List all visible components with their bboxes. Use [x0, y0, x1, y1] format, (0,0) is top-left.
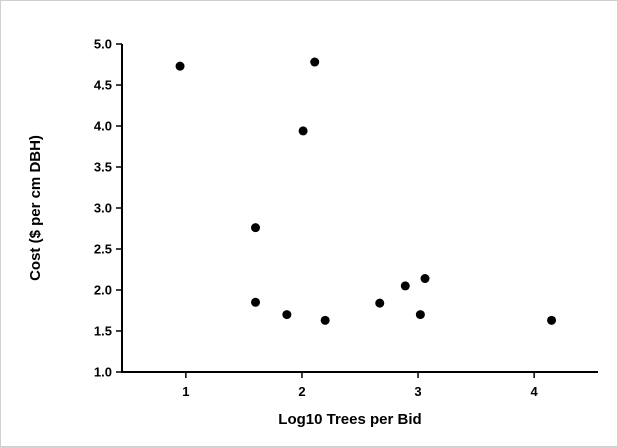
- y-tick-label: 2.0: [94, 283, 112, 298]
- y-tick-label: 2.5: [94, 242, 112, 257]
- data-point: [375, 298, 385, 308]
- data-point: [320, 315, 330, 325]
- x-tick-label: 2: [298, 384, 305, 399]
- data-point: [415, 310, 425, 320]
- x-tick-label: 1: [182, 384, 189, 399]
- y-tick-label: 5.0: [94, 37, 112, 52]
- x-axis-title: Log10 Trees per Bid: [278, 411, 421, 428]
- y-tick-label: 3.0: [94, 201, 112, 216]
- x-tick-label: 3: [414, 384, 421, 399]
- x-axis-ticks: 1 2 3 4: [182, 372, 539, 399]
- data-point: [175, 61, 185, 71]
- y-axis-title: Cost ($ per cm DBH): [27, 135, 44, 281]
- data-point: [251, 297, 261, 307]
- data-point: [420, 274, 430, 284]
- data-points: [175, 57, 557, 325]
- data-point: [282, 310, 292, 320]
- x-tick-label: 4: [531, 384, 539, 399]
- y-axis-ticks: 1.0 1.5 2.0 2.5 3.0 3.5 4.0 4.5 5.0: [94, 37, 122, 380]
- y-tick-label: 1.5: [94, 324, 112, 339]
- data-point: [400, 281, 410, 291]
- data-point: [251, 223, 261, 233]
- y-tick-label: 3.5: [94, 160, 112, 175]
- y-tick-label: 4.5: [94, 78, 112, 93]
- y-tick-label: 4.0: [94, 119, 112, 134]
- y-tick-label: 1.0: [94, 365, 112, 380]
- data-point: [547, 315, 557, 325]
- data-point: [310, 57, 320, 67]
- data-point: [298, 126, 308, 136]
